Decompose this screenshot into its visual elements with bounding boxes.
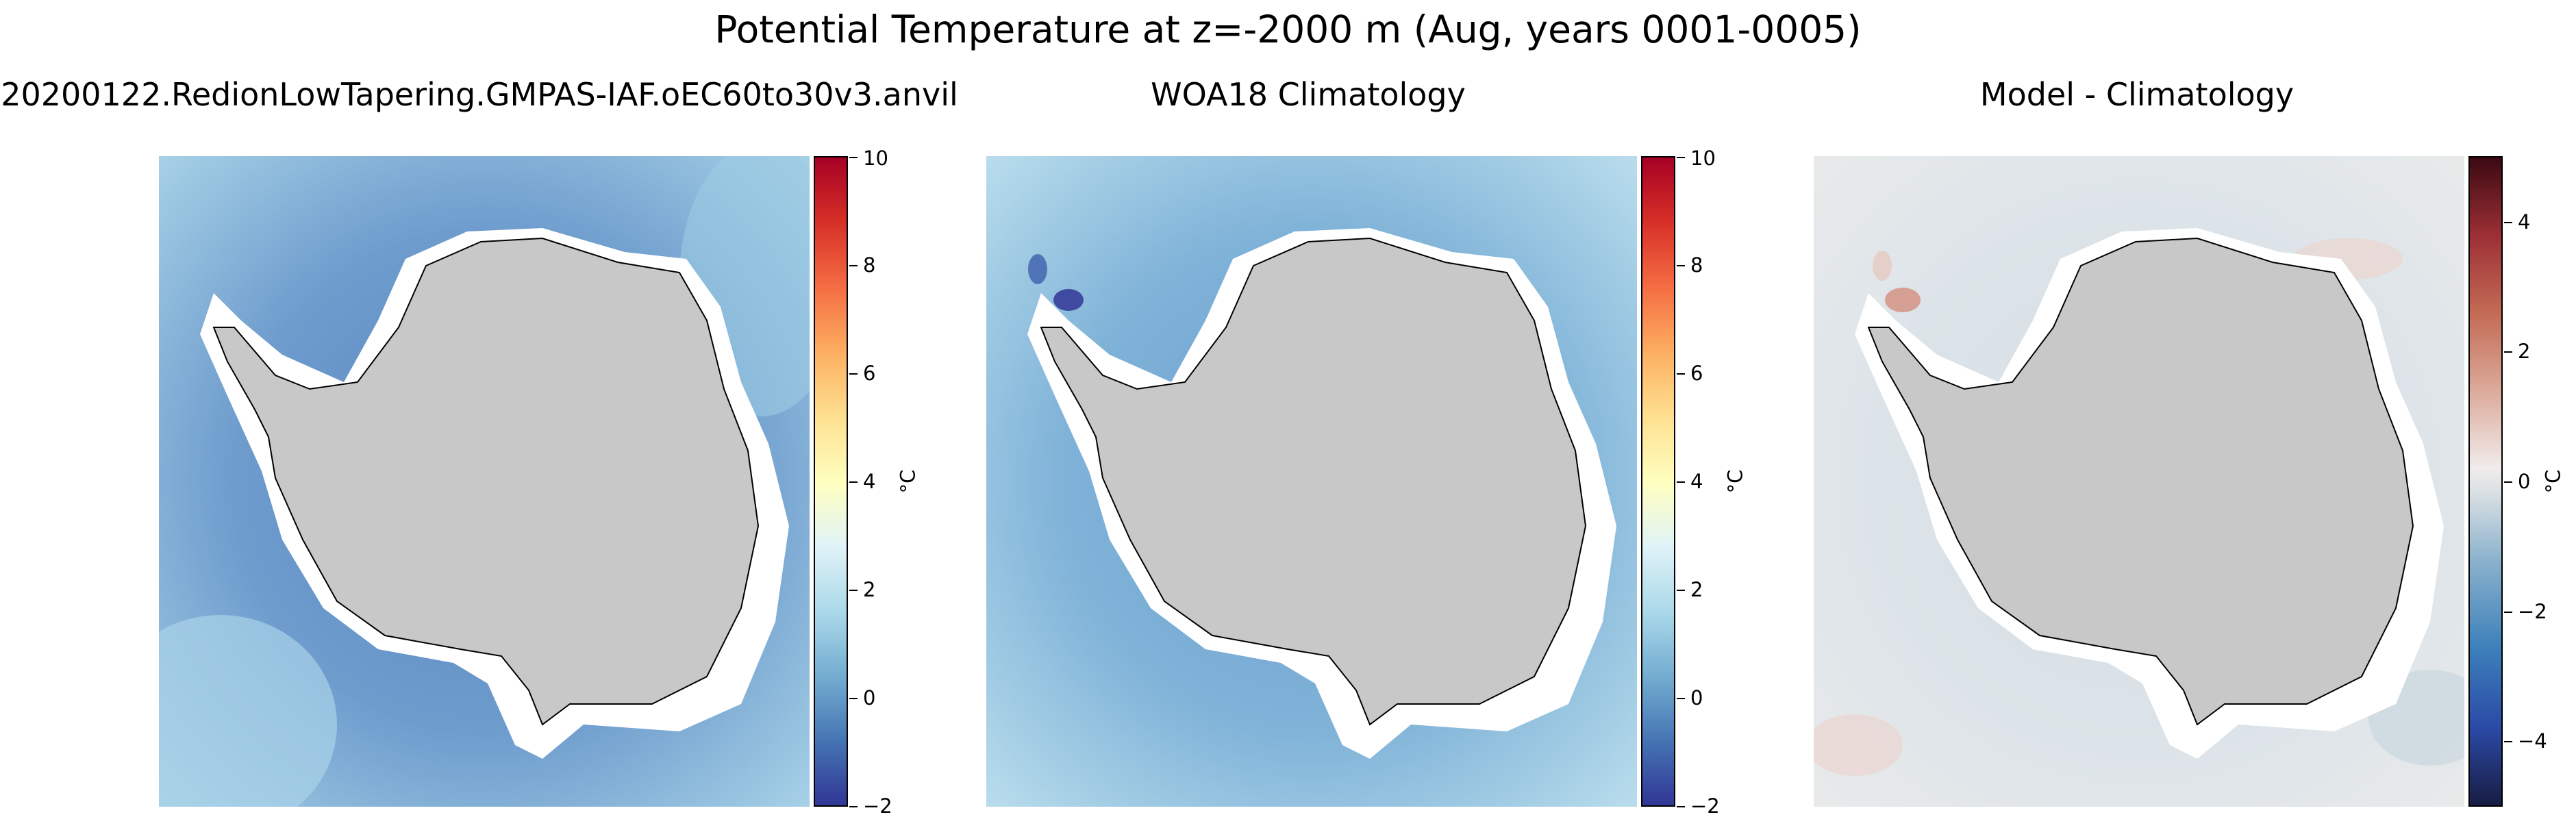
map-model-svg [159, 156, 810, 807]
colorbar-tick-label: 6 [1690, 362, 1703, 385]
colorbar-tick [1677, 590, 1685, 591]
colorbar-tick-label: 0 [863, 686, 876, 709]
colorbar-tick-label: 0 [1690, 686, 1703, 709]
warm-anomaly [1885, 288, 1921, 312]
map-bias-svg [1814, 156, 2464, 807]
map-bias [1814, 156, 2464, 807]
colorbar-tick [849, 806, 858, 807]
figure-title: Potential Temperature at z=-2000 m (Aug,… [714, 8, 1862, 51]
colorbar-tick-label: 6 [863, 362, 876, 385]
map-observations [986, 156, 1637, 807]
colorbar-tick [2504, 612, 2512, 613]
colorbar-tick-label: 10 [863, 147, 888, 170]
colorbar-tick [849, 373, 858, 375]
colorbar-tick [1677, 265, 1685, 266]
colorbar-unit-label: °C [1723, 469, 1747, 494]
colorbar-tick [849, 698, 858, 699]
colorbar-tick [1677, 698, 1685, 699]
colorbar-tick-label: 4 [2518, 210, 2531, 234]
colorbar-model: −2 0 2 4 6 8 10 [814, 147, 892, 818]
colorbar-tick-label: 8 [1690, 253, 1703, 277]
colorbar-observations: −2 0 2 4 6 8 10 [1641, 147, 1720, 818]
colorbar-bias: −4 −2 0 2 4 [2468, 156, 2547, 807]
cold-patch [1053, 289, 1084, 311]
colorbar-tick-label: −4 [2518, 729, 2547, 753]
colorbar-tick-label: 10 [1690, 147, 1716, 170]
colorbar-tick-label: −2 [2518, 600, 2547, 623]
colorbar-tick-label: −2 [1690, 794, 1720, 818]
colorbar-tick [849, 265, 858, 266]
cold-patch [1028, 254, 1047, 284]
colorbar-unit-label: °C [2541, 469, 2565, 494]
colorbar-tick-label: 2 [863, 578, 876, 601]
colorbar-tick [2504, 481, 2512, 483]
colorbar-tick [849, 590, 858, 591]
colorbar-tick-label: 8 [863, 253, 876, 277]
land [1867, 237, 2414, 726]
warm-anomaly [1873, 251, 1892, 281]
colorbar-tick-label: 2 [1690, 578, 1703, 601]
colorbar-tick [849, 481, 858, 483]
colorbar-tick [1677, 806, 1685, 807]
colorbar-tick [2504, 222, 2512, 223]
map-observations-svg [986, 156, 1637, 807]
land [212, 237, 760, 726]
colorbar-tick-label: 4 [863, 470, 876, 493]
panel-title-model: 20200122.RedionLowTapering.GMPAS-IAF.oEC… [1, 76, 958, 113]
colorbar-tick-label: −2 [863, 794, 892, 818]
colorbar-tick [1677, 373, 1685, 375]
colorbar-tick-label: 2 [2518, 340, 2531, 363]
colorbar-tick-label: 0 [2518, 470, 2531, 493]
map-model [159, 156, 810, 807]
colorbar-tick-label: 4 [1690, 470, 1703, 493]
panel-title-observations: WOA18 Climatology [1151, 76, 1466, 113]
colorbar-tick [849, 157, 858, 158]
land [1040, 237, 1587, 726]
colorbar-tick [1677, 481, 1685, 483]
colorbar-tick [2504, 741, 2512, 742]
warm-patch [159, 615, 337, 807]
colorbar-unit-label: °C [896, 469, 920, 494]
colorbar-tick [2504, 351, 2512, 353]
panel-title-bias: Model - Climatology [1979, 76, 2294, 113]
colorbar-tick [1677, 157, 1685, 158]
warm-anomaly [1814, 714, 1903, 776]
